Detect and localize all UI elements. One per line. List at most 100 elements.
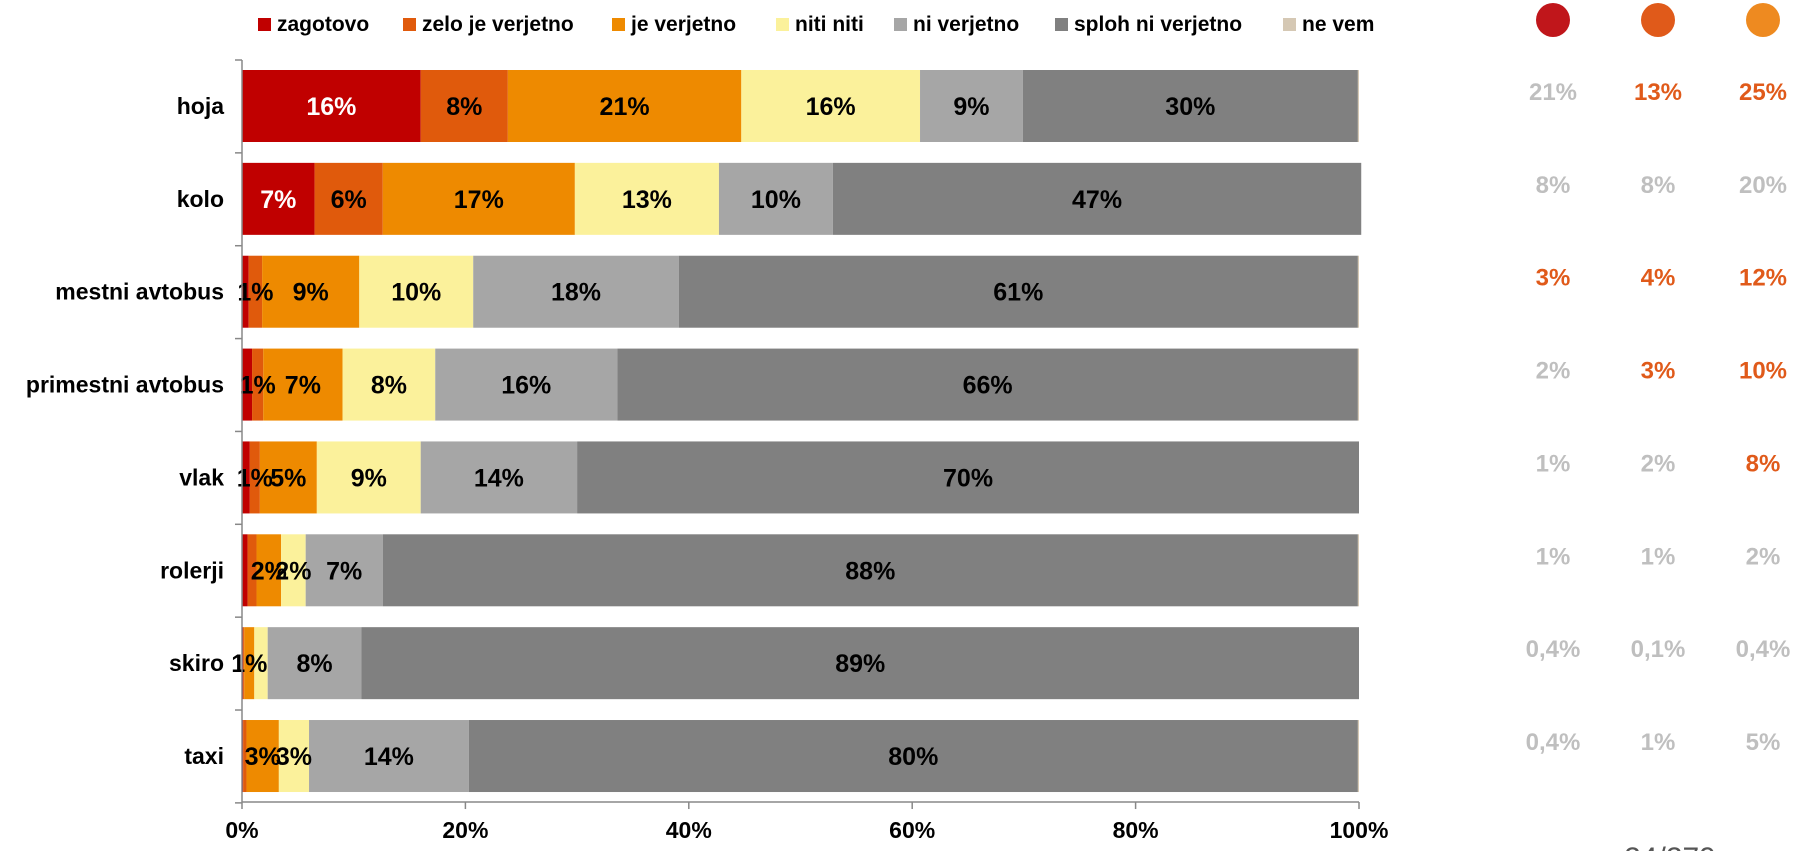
bar-segment bbox=[617, 348, 1358, 421]
bar-segment bbox=[382, 162, 575, 235]
bar-segment bbox=[267, 627, 362, 700]
data-label: 14% bbox=[364, 743, 414, 771]
bar-segment bbox=[1357, 720, 1359, 793]
bar-segment bbox=[249, 441, 260, 514]
side-value: 5% bbox=[1746, 729, 1781, 756]
legend-swatch bbox=[776, 18, 789, 31]
data-label: 1% bbox=[237, 279, 273, 307]
bar-segment bbox=[242, 348, 253, 421]
bars bbox=[242, 70, 1362, 793]
side-column-dot bbox=[1641, 3, 1675, 37]
bar-segment bbox=[243, 720, 247, 793]
bar-segment bbox=[242, 70, 421, 142]
legend-item: zelo je verjetno bbox=[403, 13, 574, 36]
data-label: 14% bbox=[474, 464, 524, 492]
side-value: 3% bbox=[1641, 358, 1676, 385]
legend-label: zagotovo bbox=[277, 13, 369, 36]
bar-segment bbox=[832, 162, 1362, 235]
legend-item: zagotovo bbox=[258, 13, 369, 36]
side-value: 21% bbox=[1529, 79, 1577, 106]
category-label: taxi bbox=[184, 743, 224, 769]
legend-label: sploh ni verjetno bbox=[1074, 13, 1242, 36]
axes: 0% 20% 40% 60% 80% 100% bbox=[225, 59, 1389, 843]
side-value: 13% bbox=[1634, 79, 1682, 106]
legend-label: ni verjetno bbox=[913, 13, 1019, 36]
side-value: 20% bbox=[1739, 172, 1787, 199]
data-label: 9% bbox=[293, 279, 329, 307]
data-label: 17% bbox=[454, 186, 504, 214]
bar-segment bbox=[242, 255, 249, 328]
data-label: 13% bbox=[622, 186, 672, 214]
x-tick-label: 80% bbox=[1113, 817, 1159, 843]
data-label: 9% bbox=[953, 93, 989, 121]
bar-segment bbox=[262, 255, 360, 328]
side-value: 3% bbox=[1536, 265, 1571, 292]
bar-segment bbox=[342, 348, 436, 421]
legend-swatch bbox=[1055, 18, 1068, 31]
bar-segment bbox=[435, 348, 618, 421]
bar-segment bbox=[468, 720, 1358, 793]
legend-label: niti niti bbox=[795, 13, 864, 36]
bar-segment bbox=[244, 627, 255, 700]
bar-segment bbox=[246, 720, 279, 793]
bar-segment bbox=[316, 441, 421, 514]
data-label: 8% bbox=[297, 650, 333, 678]
category-label: mestni avtobus bbox=[55, 279, 224, 305]
bar-segment bbox=[507, 70, 742, 142]
bar-segment bbox=[248, 255, 263, 328]
bar-segment bbox=[1357, 255, 1359, 328]
side-column-dot bbox=[1746, 3, 1780, 37]
x-tick-label: 20% bbox=[442, 817, 488, 843]
data-labels: 16% 8% 21% 16% 9% 30% 7% 6% 17% 13% 10% 47% 1% 9% 10% 1… bbox=[231, 93, 1215, 771]
x-tick-label: 40% bbox=[666, 817, 712, 843]
side-value: 1% bbox=[1536, 450, 1571, 477]
side-value: 0,4% bbox=[1526, 636, 1581, 663]
legend: zagotovo zelo je verjetno je verjetno niti … bbox=[258, 13, 1374, 36]
data-label: 7% bbox=[285, 372, 321, 400]
data-label: 10% bbox=[751, 186, 801, 214]
legend-swatch bbox=[612, 18, 625, 31]
legend-label: je verjetno bbox=[630, 13, 736, 36]
bar-segment bbox=[263, 348, 343, 421]
side-value: 25% bbox=[1739, 79, 1787, 106]
side-value: 0,1% bbox=[1631, 636, 1686, 663]
data-label: 7% bbox=[326, 557, 362, 585]
side-value: 0,4% bbox=[1736, 636, 1791, 663]
side-value: 1% bbox=[1536, 543, 1571, 570]
data-label: 3% bbox=[276, 743, 312, 771]
side-value: 4% bbox=[1641, 265, 1676, 292]
bar-segment bbox=[420, 70, 508, 142]
bar-segment bbox=[242, 162, 315, 235]
bar-segment bbox=[574, 162, 719, 235]
data-label: 21% bbox=[600, 93, 650, 121]
category-label: primestni avtobus bbox=[26, 372, 224, 398]
bar-segment bbox=[718, 162, 833, 235]
bar-segment bbox=[242, 441, 250, 514]
bar-segment bbox=[361, 627, 1359, 700]
data-label: 16% bbox=[306, 93, 356, 121]
legend-item: je verjetno bbox=[612, 13, 736, 36]
page-number: 24/279 bbox=[1624, 842, 1716, 851]
bar-segment bbox=[382, 534, 1358, 607]
data-label: 3% bbox=[245, 743, 281, 771]
bar-segment bbox=[1357, 534, 1359, 607]
legend-label: zelo je verjetno bbox=[422, 13, 574, 36]
x-tick-label: 100% bbox=[1330, 817, 1389, 843]
data-label: 80% bbox=[888, 743, 938, 771]
side-value: 2% bbox=[1641, 450, 1676, 477]
legend-swatch bbox=[1283, 18, 1296, 31]
bar-segment bbox=[309, 720, 469, 793]
bar-segment bbox=[314, 162, 383, 235]
bar-segment bbox=[259, 441, 317, 514]
side-table: 21% 8% 3% 2% 1% 1% 0,4% 0,4% 13% 8% 4% 3% 2% 1% 0,1% 1%… bbox=[1526, 3, 1791, 756]
data-label: 16% bbox=[501, 372, 551, 400]
side-value: 2% bbox=[1536, 358, 1571, 385]
data-label: 1% bbox=[240, 372, 276, 400]
bar-segment bbox=[577, 441, 1359, 514]
side-value: 12% bbox=[1739, 265, 1787, 292]
data-label: 10% bbox=[391, 279, 441, 307]
bar-segment bbox=[254, 627, 268, 700]
bar-segment bbox=[473, 255, 679, 328]
data-label: 8% bbox=[446, 93, 482, 121]
data-label: 8% bbox=[371, 372, 407, 400]
